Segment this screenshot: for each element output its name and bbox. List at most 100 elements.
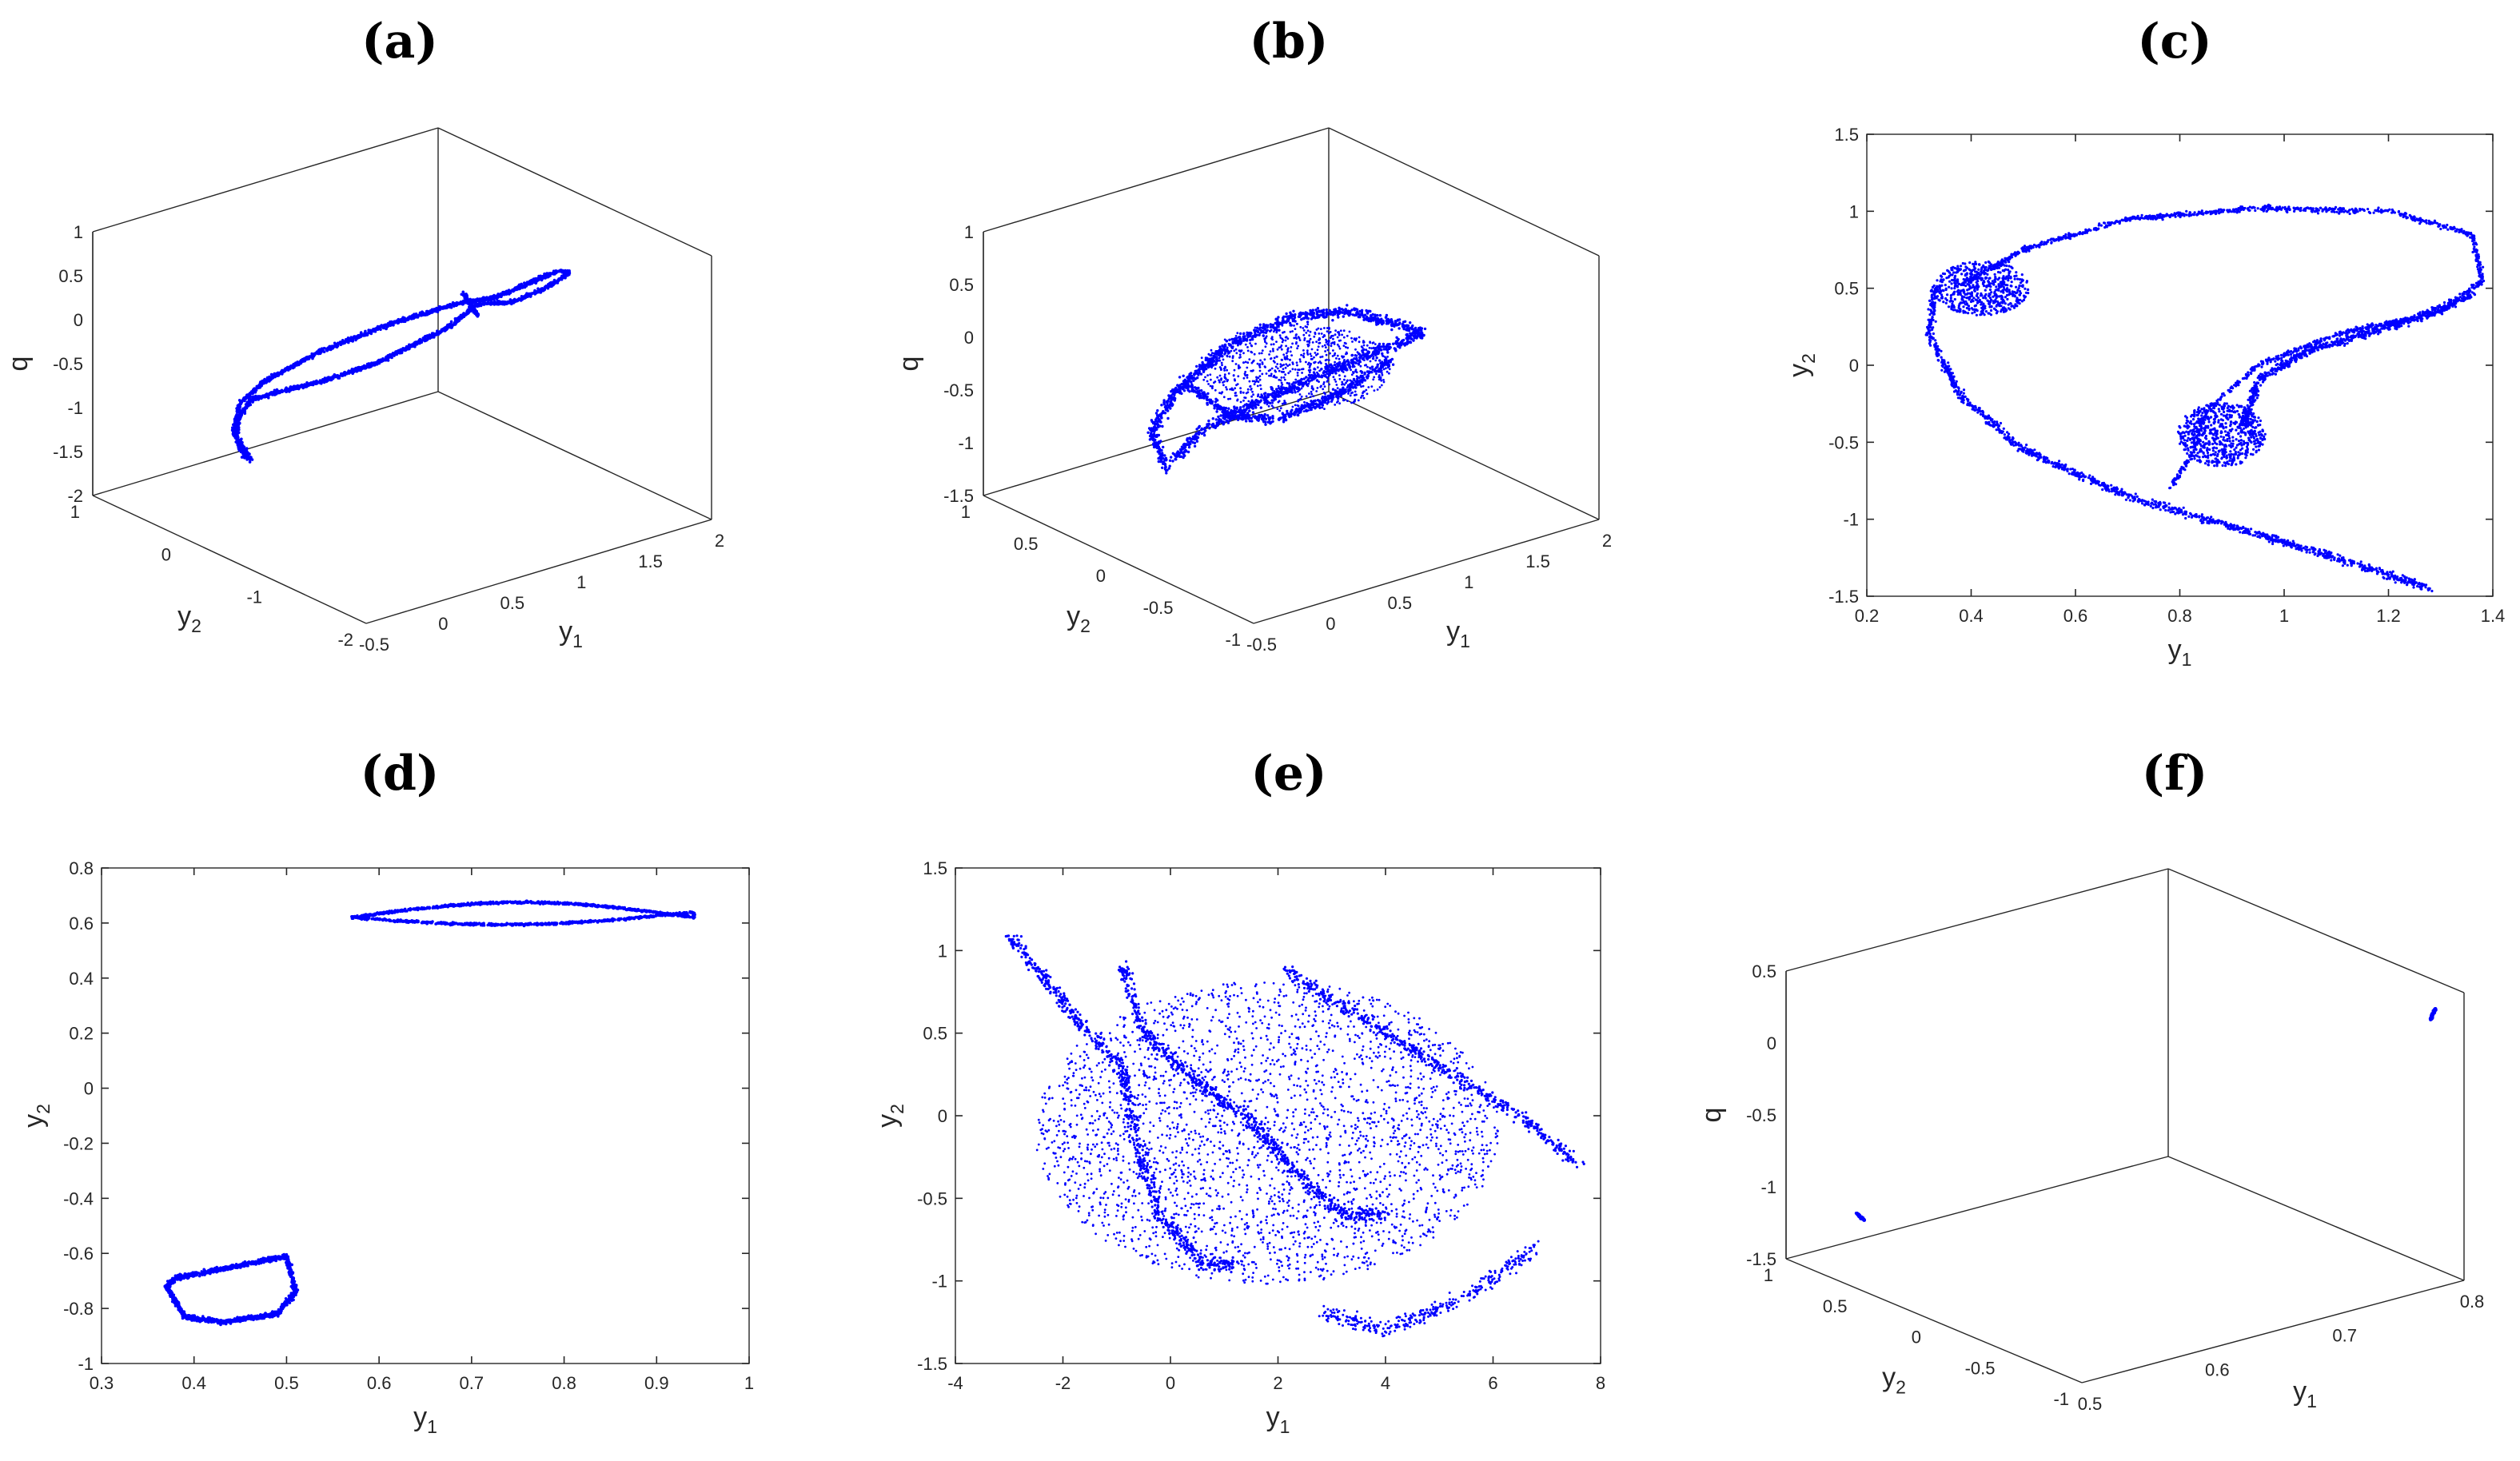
attractor-point — [1215, 356, 1218, 358]
attractor-point — [1160, 416, 1162, 419]
attractor-point — [401, 348, 405, 352]
attractor-point — [1387, 320, 1390, 322]
attractor-point — [1311, 316, 1314, 319]
attractor-point — [1214, 427, 1217, 429]
attractor-point — [1365, 348, 1367, 351]
attractor-point — [1197, 394, 1199, 396]
attractor-point — [1203, 434, 1206, 436]
chart-panel-b: -0.500.511.52-1-0.500.51-1.5-1-0.500.51y… — [894, 128, 1612, 655]
attractor-point — [1282, 319, 1284, 321]
attractor-point — [1391, 322, 1394, 324]
attractor-point — [1252, 411, 1254, 413]
attractor-point — [1285, 316, 1287, 318]
attractor-point — [1162, 457, 1164, 460]
attractor-point — [370, 332, 373, 336]
attractor-point — [1150, 419, 1153, 421]
attractor-point — [1283, 418, 1286, 420]
attractor-point — [1382, 348, 1385, 350]
attractor-point — [1333, 309, 1335, 311]
attractor-point — [1254, 406, 1257, 408]
attractor-point — [1214, 350, 1217, 352]
attractor-point — [1311, 348, 1314, 351]
attractor-point — [1174, 399, 1176, 401]
attractor-point — [1166, 409, 1169, 412]
z-tick-label: 0.5 — [58, 266, 83, 286]
attractor-point — [1335, 391, 1338, 393]
attractor-point — [391, 320, 394, 324]
attractor-point — [1188, 444, 1190, 446]
attractor-point — [1282, 412, 1284, 415]
attractor-point — [1246, 404, 1249, 407]
attractor-point — [429, 311, 432, 314]
attractor-point — [553, 273, 556, 276]
attractor-point — [1385, 346, 1387, 348]
attractor-point — [1156, 409, 1158, 412]
attractor-point — [1206, 357, 1208, 360]
attractor-point — [1390, 328, 1393, 331]
attractor-point — [1363, 397, 1366, 400]
attractor-point — [1229, 398, 1231, 400]
attractor-point — [1372, 378, 1374, 380]
attractor-point — [524, 285, 528, 288]
panel-label-f: (f) — [2142, 746, 2208, 802]
attractor-point — [1345, 308, 1347, 310]
attractor-point — [563, 276, 566, 279]
x-axis-line — [1254, 520, 1599, 623]
attractor-point — [300, 359, 303, 362]
attractor-point — [1317, 387, 1319, 389]
attractor-point — [408, 345, 411, 348]
attractor-point — [1255, 329, 1258, 332]
attractor-point — [1234, 387, 1236, 389]
attractor-point — [1343, 344, 1346, 347]
attractor-point — [555, 281, 558, 285]
attractor-point — [1195, 432, 1198, 435]
attractor-point — [529, 282, 532, 285]
attractor-point — [1206, 364, 1208, 366]
x-axis-line — [366, 520, 712, 623]
attractor-point — [1198, 368, 1200, 371]
attractor-point — [420, 313, 423, 316]
attractor-point — [1160, 412, 1162, 415]
attractor-point — [1378, 359, 1381, 361]
attractor-point — [1324, 316, 1326, 318]
attractor-point — [1256, 327, 1258, 329]
attractor-point — [1409, 321, 1411, 324]
attractor-point — [1318, 345, 1320, 348]
attractor-point — [1346, 304, 1348, 306]
attractor-point — [1383, 381, 1386, 384]
attractor-point — [386, 356, 389, 360]
attractor-point — [1236, 332, 1238, 334]
attractor-point — [456, 318, 459, 321]
attractor-point — [1305, 332, 1307, 334]
x-tick-label: 1 — [1464, 572, 1473, 592]
attractor-point — [1294, 320, 1296, 322]
attractor-point — [1422, 334, 1425, 336]
attractor-point — [1233, 417, 1235, 420]
attractor-point — [236, 420, 239, 423]
attractor-point — [237, 404, 241, 407]
attractor-point — [323, 379, 326, 382]
attractor-point — [1388, 343, 1390, 345]
attractor-point — [1374, 313, 1376, 316]
attractor-point — [1375, 356, 1378, 359]
attractor-point — [236, 411, 239, 414]
attractor-point — [1314, 316, 1316, 319]
attractor-point — [1308, 380, 1310, 382]
attractor-point — [1163, 454, 1166, 456]
z-axis-label: q — [894, 356, 924, 372]
attractor-point — [1418, 332, 1421, 334]
attractor-point — [1305, 409, 1307, 412]
attractor-point — [400, 352, 403, 355]
attractor-point — [1338, 392, 1340, 395]
box-edge — [438, 128, 712, 256]
attractor-point — [1349, 310, 1351, 313]
attractor-point — [1172, 391, 1174, 393]
attractor-point — [1246, 376, 1249, 379]
attractor-point — [1335, 357, 1338, 360]
attractor-point — [450, 320, 453, 324]
attractor-point — [452, 302, 455, 305]
attractor-point — [1366, 316, 1368, 318]
box-edge — [93, 128, 438, 232]
attractor-point — [1182, 375, 1185, 377]
attractor-point — [1374, 389, 1376, 392]
